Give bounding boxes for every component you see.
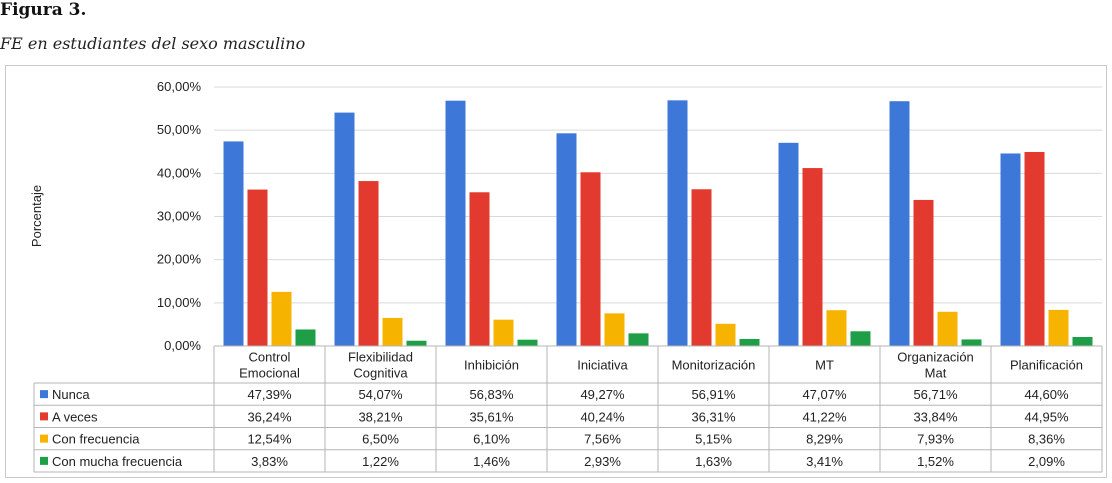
data-label: 7,93% bbox=[917, 432, 954, 447]
bar-a-veces bbox=[580, 172, 601, 346]
y-axis-ticks: 0,00% 10,00% 20,00% 30,00% 40,00% 50,00% 60,00… bbox=[157, 79, 202, 353]
bar-a-veces bbox=[469, 192, 490, 346]
data-label: 2,93% bbox=[584, 454, 621, 469]
data-label: 44,95% bbox=[1024, 409, 1069, 424]
bar-nunca bbox=[556, 133, 577, 346]
data-label: 56,71% bbox=[913, 387, 958, 402]
data-label: 36,24% bbox=[247, 409, 292, 424]
data-label: 1,63% bbox=[695, 454, 732, 469]
data-label: 33,84% bbox=[913, 409, 958, 424]
bar-con-frecuencia bbox=[937, 311, 958, 346]
data-label: 3,41% bbox=[806, 454, 843, 469]
x-category-label: MT bbox=[815, 358, 834, 373]
bar-con-mucha-frecuencia bbox=[739, 338, 760, 346]
bar-con-mucha-frecuencia bbox=[850, 331, 871, 346]
y-axis-label: Porcentaje bbox=[29, 185, 44, 247]
data-label: 1,22% bbox=[362, 454, 399, 469]
y-tick-label: 10,00% bbox=[157, 295, 202, 310]
bar-nunca bbox=[1000, 153, 1021, 346]
data-label: 7,56% bbox=[584, 432, 621, 447]
data-label: 56,83% bbox=[469, 387, 514, 402]
legend-label: Nunca bbox=[52, 387, 90, 402]
legend-key-con-mucha-frecuencia bbox=[40, 456, 48, 465]
data-label: 47,07% bbox=[802, 387, 847, 402]
bar-con-frecuencia bbox=[382, 317, 403, 346]
data-label: 2,09% bbox=[1028, 454, 1065, 469]
y-tick-label: 50,00% bbox=[157, 122, 202, 137]
chart-frame bbox=[5, 65, 1107, 478]
bar-con-frecuencia bbox=[715, 323, 736, 346]
data-label: 56,91% bbox=[691, 387, 736, 402]
data-label: 36,31% bbox=[691, 409, 736, 424]
x-category-label: Iniciativa bbox=[577, 358, 628, 373]
data-label: 44,60% bbox=[1024, 387, 1069, 402]
bar-con-mucha-frecuencia bbox=[961, 339, 982, 346]
x-category-label: Cognitiva bbox=[353, 366, 408, 381]
bar-a-veces bbox=[1024, 151, 1045, 346]
data-label: 3,83% bbox=[251, 454, 288, 469]
bar-nunca bbox=[223, 141, 244, 346]
x-category-label: Monitorización bbox=[672, 358, 756, 373]
x-category-label: Inhibición bbox=[464, 358, 519, 373]
bar-nunca bbox=[778, 142, 799, 346]
data-label: 49,27% bbox=[580, 387, 625, 402]
legend-key-nunca bbox=[40, 390, 48, 399]
legend-label: Con mucha frecuencia bbox=[52, 454, 183, 469]
data-label: 6,50% bbox=[362, 432, 399, 447]
x-category-label: Flexibilidad bbox=[348, 350, 413, 365]
data-label: 35,61% bbox=[469, 409, 514, 424]
y-tick-label: 40,00% bbox=[157, 165, 202, 180]
legend-key-a-veces bbox=[40, 412, 48, 421]
bar-a-veces bbox=[691, 189, 712, 346]
bar-con-mucha-frecuencia bbox=[628, 333, 649, 346]
bar-nunca bbox=[667, 100, 688, 346]
bar-a-veces bbox=[913, 199, 934, 346]
data-label: 6,10% bbox=[473, 432, 510, 447]
bar-con-frecuencia bbox=[826, 310, 847, 346]
bar-nunca bbox=[334, 112, 355, 346]
bar-a-veces bbox=[802, 168, 823, 346]
y-tick-label: 0,00% bbox=[164, 338, 201, 353]
legend-label: A veces bbox=[52, 409, 98, 424]
bar-con-frecuencia bbox=[604, 313, 625, 346]
bar-a-veces bbox=[247, 189, 268, 346]
data-label: 40,24% bbox=[580, 409, 625, 424]
bar-con-frecuencia bbox=[1048, 309, 1069, 346]
x-category-label: Emocional bbox=[239, 366, 300, 381]
data-label: 38,21% bbox=[358, 409, 403, 424]
y-tick-label: 60,00% bbox=[157, 79, 202, 94]
bar-nunca bbox=[445, 100, 466, 346]
bar-nunca bbox=[889, 101, 910, 346]
figure-label: Figura 3. bbox=[0, 0, 87, 20]
data-label: 8,36% bbox=[1028, 432, 1065, 447]
data-label: 41,22% bbox=[802, 409, 847, 424]
legend-key-con-frecuencia bbox=[40, 434, 48, 443]
data-label: 8,29% bbox=[806, 432, 843, 447]
x-category-label: Organización bbox=[897, 350, 974, 365]
figure-title: FE en estudiantes del sexo masculino bbox=[0, 34, 306, 53]
y-tick-label: 20,00% bbox=[157, 252, 202, 267]
x-category-label: Mat bbox=[925, 366, 947, 381]
data-label: 54,07% bbox=[358, 387, 403, 402]
bar-con-mucha-frecuencia bbox=[517, 339, 538, 346]
bar-con-mucha-frecuencia bbox=[406, 340, 427, 346]
data-label: 12,54% bbox=[247, 432, 292, 447]
bar-con-frecuencia bbox=[271, 291, 292, 346]
bar-con-mucha-frecuencia bbox=[1072, 336, 1093, 346]
bar-a-veces bbox=[358, 181, 379, 346]
data-label: 1,46% bbox=[473, 454, 510, 469]
bar-con-mucha-frecuencia bbox=[295, 329, 316, 346]
x-category-label: Planificación bbox=[1010, 358, 1083, 373]
bars bbox=[223, 100, 1093, 346]
bar-con-frecuencia bbox=[493, 319, 514, 346]
legend-label: Con frecuencia bbox=[52, 432, 140, 447]
data-label: 47,39% bbox=[247, 387, 292, 402]
data-label: 5,15% bbox=[695, 432, 732, 447]
y-tick-label: 30,00% bbox=[157, 209, 202, 224]
x-category-label: Control bbox=[249, 350, 291, 365]
data-label: 1,52% bbox=[917, 454, 954, 469]
